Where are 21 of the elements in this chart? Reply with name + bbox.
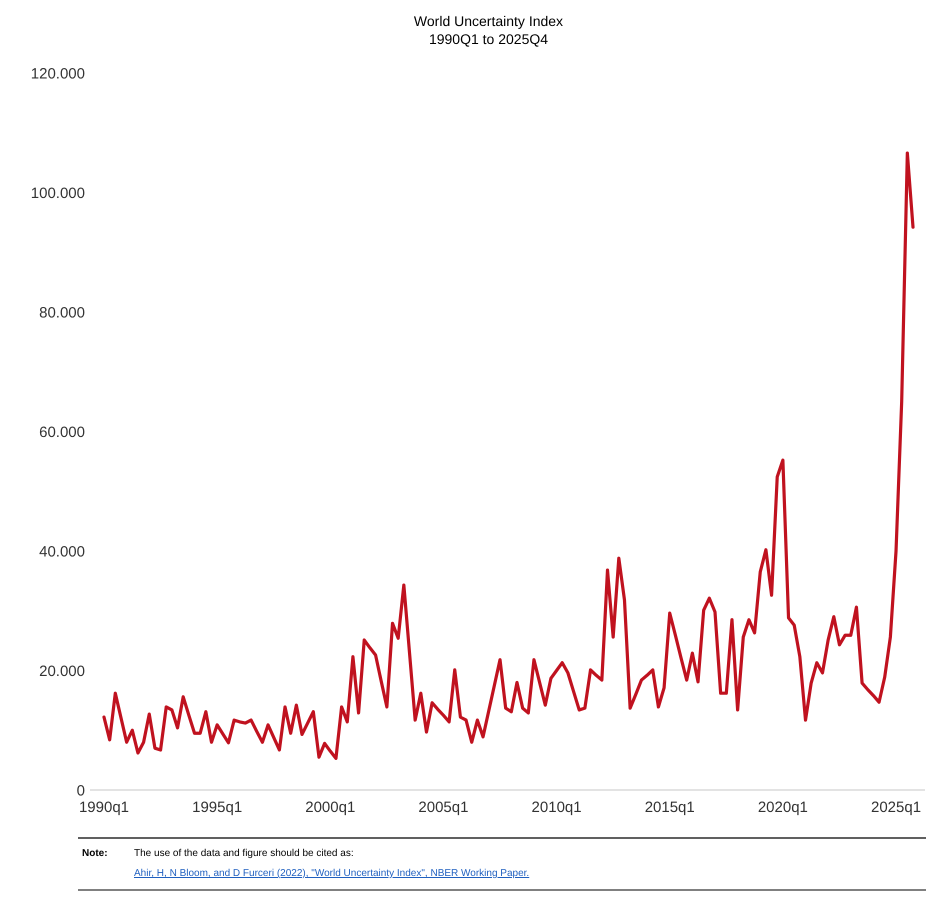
x-tick-label: 1995q1 xyxy=(192,799,242,816)
y-tick-label: 40.000 xyxy=(39,543,85,560)
y-tick-label: 80.000 xyxy=(39,304,85,322)
text: Note: xyxy=(82,848,108,859)
x-tick-label: 2025q1 xyxy=(870,799,922,816)
y-tick-label: 120.000 xyxy=(30,65,85,82)
x-tick-label: 2005q1 xyxy=(418,799,468,816)
chart-subtitle: 1990Q1 to 2025Q4 xyxy=(428,31,548,47)
y-tick-label: 0 xyxy=(76,782,85,800)
y-tick-label: 100.000 xyxy=(30,184,85,202)
text: Ahir, H, N Bloom, and D Furceri (2022), "World Uncertainty Index", NBER Working Paper. xyxy=(134,868,530,879)
x-tick-label: 2015q1 xyxy=(644,799,695,816)
x-tick-label: 2000q1 xyxy=(305,799,356,816)
text: The use of the data and figure should be cited as: xyxy=(134,848,354,859)
x-tick-label: 2020q1 xyxy=(758,799,808,816)
y-tick-label: 60.000 xyxy=(39,424,85,441)
line-series xyxy=(102,151,915,760)
x-tick-label: 2010q1 xyxy=(532,799,582,816)
x-tick-label: 1990q1 xyxy=(78,799,130,816)
chart-title: World Uncertainty Index xyxy=(414,13,564,29)
y-tick-label: 20.000 xyxy=(39,662,85,680)
